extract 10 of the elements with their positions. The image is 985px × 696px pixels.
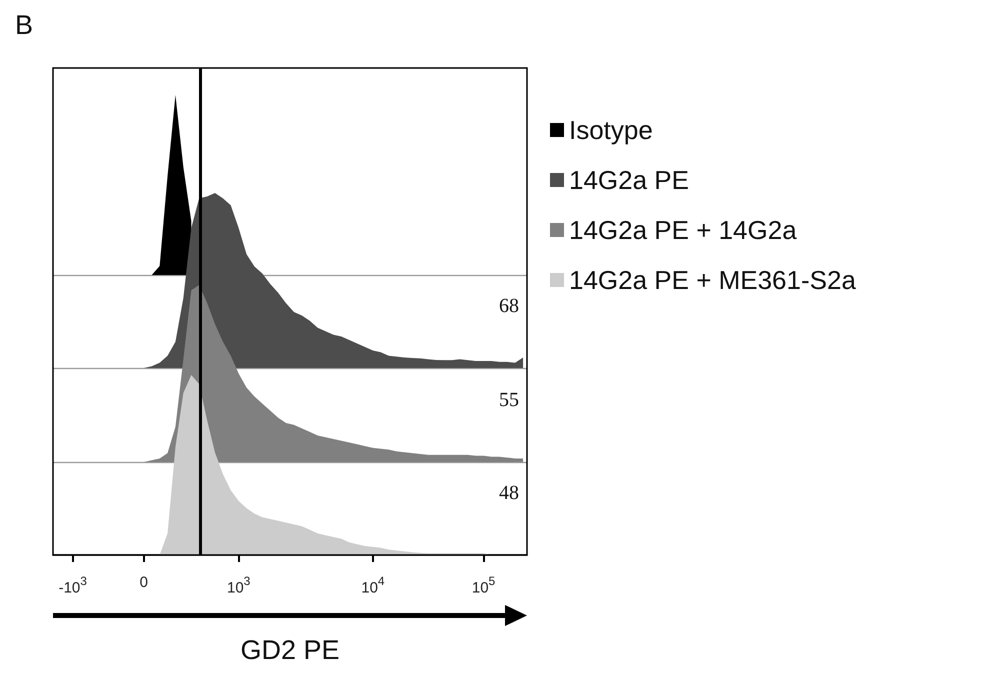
legend-label: Isotype bbox=[569, 115, 653, 145]
x-axis-title: GD2 PE bbox=[240, 635, 340, 666]
annotation: 48 bbox=[499, 482, 519, 504]
annotation: 68 bbox=[499, 295, 519, 317]
legend-label: 14G2a PE + ME361-S2a bbox=[569, 265, 856, 295]
chart-title: B bbox=[15, 10, 34, 41]
legend-label: 14G2a PE + 14G2a bbox=[569, 215, 798, 245]
x-tick-label: 0 bbox=[140, 574, 148, 591]
legend-label: 14G2a PE bbox=[569, 165, 689, 195]
annotation: 55 bbox=[499, 389, 519, 411]
